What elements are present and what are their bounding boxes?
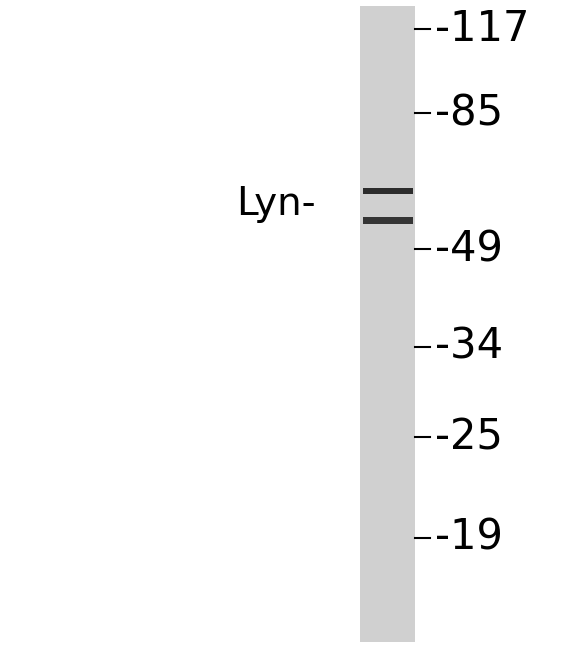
Text: -49: -49 [435,229,503,270]
Text: -25: -25 [435,417,503,458]
Text: -34: -34 [435,326,503,367]
Text: -19: -19 [435,517,503,559]
Text: Lyn-: Lyn- [236,185,316,223]
Bar [363,217,412,224]
Text: -85: -85 [435,93,503,134]
Bar [360,6,415,642]
Bar [363,188,412,194]
Text: -117: -117 [435,8,529,50]
